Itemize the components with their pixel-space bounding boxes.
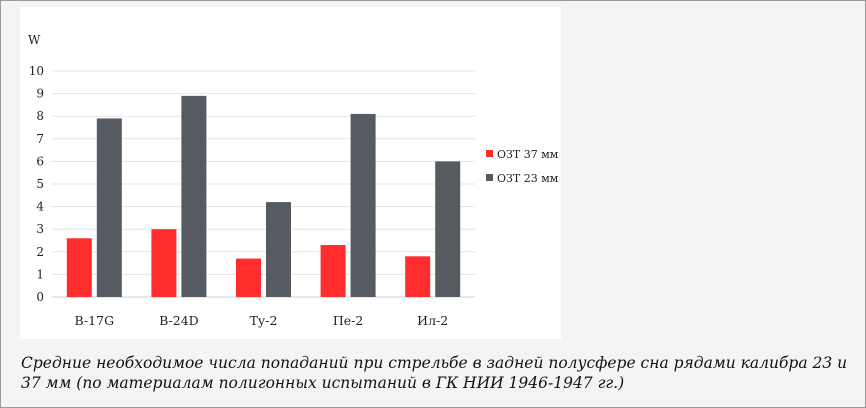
y-tick-label: 7 [36, 132, 44, 146]
y-tick-label: 6 [36, 154, 44, 168]
y-axis-label: W [28, 33, 41, 47]
y-tick-label: 4 [36, 200, 44, 214]
bar-ozt37 [151, 229, 177, 297]
bar-ozt23 [96, 118, 122, 298]
bar-ozt23 [435, 161, 461, 297]
bar-ozt37 [236, 258, 261, 297]
legend: ОЗТ 37 мм ОЗТ 23 мм [486, 148, 559, 185]
bar-ozt37 [66, 238, 92, 297]
x-category-label: Пе-2 [333, 313, 363, 328]
y-tick-label: 2 [36, 245, 44, 259]
x-category-label: B-17G [75, 313, 115, 328]
y-tick-label: 5 [36, 177, 44, 191]
bar-ozt23 [181, 95, 207, 297]
y-tick-label: 10 [29, 64, 44, 78]
legend-label: ОЗТ 37 мм [497, 148, 559, 161]
bar-ozt23 [266, 202, 291, 297]
x-category-label: Ту-2 [250, 313, 278, 328]
figure-caption: Средние необходимое числа попаданий при … [21, 354, 848, 392]
y-tick-label: 8 [36, 109, 44, 123]
chart-panel: W 0 1 2 3 4 5 6 7 8 9 10 B-17G B-24D Ту-2 Пе-2 Ил-2 ОЗ… [20, 7, 561, 339]
y-tick-label: 0 [36, 290, 44, 304]
bar-ozt37 [320, 245, 346, 297]
gridlines [52, 70, 475, 298]
legend-swatch [486, 150, 493, 157]
bar-ozt37 [405, 256, 431, 297]
bar-chart: W 0 1 2 3 4 5 6 7 8 9 10 B-17G B-24D Ту-2 Пе-2 Ил-2 ОЗ… [28, 33, 559, 328]
x-category-label: Ил-2 [417, 313, 448, 328]
x-categories: B-17G B-24D Ту-2 Пе-2 Ил-2 [75, 313, 449, 328]
y-tick-label: 9 [36, 87, 44, 101]
bars [66, 95, 461, 298]
legend-label: ОЗТ 23 мм [497, 172, 559, 185]
y-tick-label: 3 [36, 222, 44, 236]
legend-swatch [486, 174, 493, 181]
y-ticks: 0 1 2 3 4 5 6 7 8 9 10 [29, 64, 45, 304]
y-tick-label: 1 [36, 267, 44, 281]
bar-ozt23 [350, 113, 376, 297]
x-category-label: B-24D [159, 313, 199, 328]
